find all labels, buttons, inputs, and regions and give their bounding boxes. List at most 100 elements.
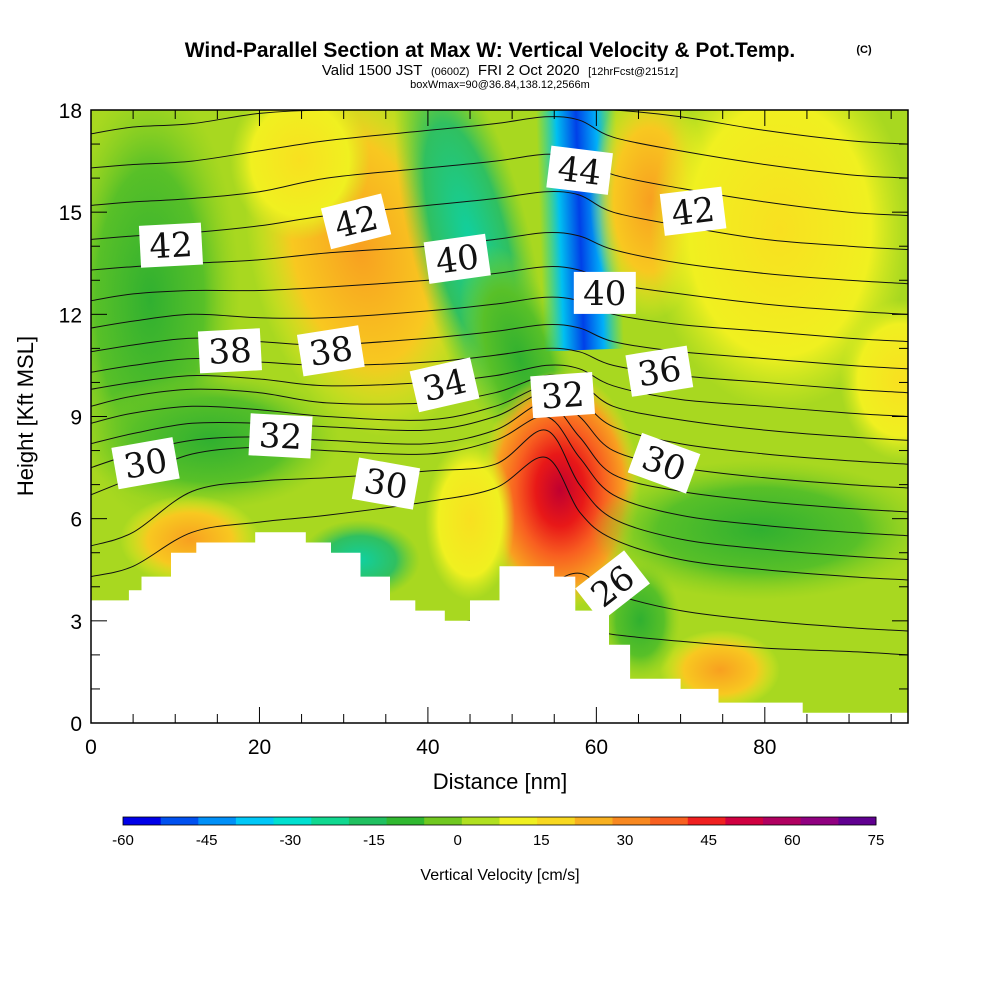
contour-label: 42 — [138, 222, 204, 268]
x-tick-label: 20 — [248, 736, 271, 759]
colorbar — [122, 816, 877, 826]
theta-contour-line — [91, 392, 908, 489]
theta-contour-line — [91, 296, 908, 343]
theta-contour-line — [91, 116, 908, 179]
colorbar-swatch — [123, 817, 162, 825]
theta-contour-line — [91, 385, 908, 465]
colorbar-tick-labels: -60 -45 -30 -15 0 15 30 45 60 75 — [112, 832, 884, 849]
subtitle-date: FRI 2 Oct 2020 — [478, 62, 580, 79]
contour-label: 38 — [296, 325, 365, 377]
contour-label: 42 — [320, 193, 392, 250]
theta-contour-line — [91, 266, 908, 315]
colorbar-title: Vertical Velocity [cm/s] — [420, 867, 579, 884]
contour-label-box — [296, 325, 365, 377]
contour-label-box — [138, 222, 204, 268]
field-yellow-upper-right — [650, 110, 908, 410]
contour-label-box — [320, 193, 392, 250]
subtitle-valid: Valid 1500 JST — [322, 62, 423, 79]
contour-label-box — [197, 328, 263, 374]
theta-contour-line — [91, 415, 908, 537]
contour-label: 38 — [197, 328, 263, 374]
contour-label: 36 — [625, 345, 694, 397]
colorbar-tick-label: 30 — [617, 832, 634, 849]
theta-contour-line — [91, 153, 908, 217]
x-axis-label: Distance [nm] — [433, 769, 568, 794]
colorbar-tick-label: 15 — [533, 832, 550, 849]
contour-label-text: 34 — [419, 361, 470, 410]
y-tick-label: 0 — [70, 713, 82, 736]
contour-label-box — [248, 413, 313, 459]
contour-label: 44 — [546, 145, 613, 195]
contour-label-box — [351, 457, 421, 510]
x-tick-label: 0 — [85, 736, 97, 759]
copyright-mark: (C) — [856, 44, 872, 56]
y-axis-label: Height [Kft MSL] — [13, 336, 38, 496]
colorbar-tick-label: -15 — [363, 832, 385, 849]
x-tick-label: 40 — [416, 736, 439, 759]
colorbar-tick-label: 75 — [868, 832, 885, 849]
field-yellow-center — [425, 440, 515, 600]
colorbar-tick-label: 45 — [700, 832, 717, 849]
terrain-mask — [91, 532, 908, 723]
colorbar-swatch — [198, 817, 237, 825]
theta-contour-line — [91, 191, 908, 251]
chart-title: Wind-Parallel Section at Max W: Vertical… — [185, 39, 796, 62]
theta-contour-line — [91, 456, 908, 581]
contour-label-text: 32 — [258, 416, 303, 458]
contour-label-box — [573, 271, 636, 314]
colorbar-swatch — [311, 817, 350, 825]
contour-label-text: 42 — [669, 190, 717, 235]
colorbar-swatch — [461, 817, 500, 825]
theta-contour-line — [91, 110, 908, 145]
contour-label: 40 — [573, 271, 636, 314]
contour-label-box — [659, 186, 727, 236]
contour-label-box — [409, 357, 480, 413]
contour-label: 32 — [530, 371, 596, 419]
theta-contour-line — [91, 231, 908, 285]
contour-label-text: 40 — [583, 274, 626, 314]
contour-label-text: 38 — [207, 331, 252, 373]
x-tick-label: 60 — [585, 736, 608, 759]
colorbar-swatch — [612, 817, 651, 825]
colorbar-swatch — [800, 817, 839, 825]
contour-label-box — [546, 145, 613, 195]
colorbar-swatch — [235, 817, 274, 825]
contour-label-text: 32 — [540, 375, 586, 418]
field-yellow-right — [840, 300, 908, 460]
contour-label: 40 — [423, 233, 491, 284]
contour-label-text: 44 — [556, 149, 604, 194]
colorbar-tick-label: -60 — [112, 832, 134, 849]
colorbar-tick-label: 60 — [784, 832, 801, 849]
contour-label-text: 30 — [361, 461, 411, 508]
contour-label-text: 40 — [433, 237, 481, 283]
colorbar-tick-label: -45 — [196, 832, 218, 849]
contour-label-box — [111, 437, 180, 490]
contour-label: 30 — [351, 457, 421, 510]
subtitle-box: boxWmax=90@36.84,138.12,2566m — [410, 79, 590, 91]
contour-label: 30 — [111, 437, 180, 490]
theta-contour-line — [91, 429, 908, 560]
colorbar-swatch — [424, 817, 463, 825]
theta-contour-line — [91, 402, 908, 513]
contour-label-text: 42 — [148, 225, 193, 267]
axis-ticks — [90, 109, 908, 724]
y-tick-label: 18 — [59, 100, 82, 123]
colorbar-swatch — [725, 817, 764, 825]
y-tick-labels: 0 3 6 9 12 15 18 — [59, 100, 82, 736]
colorbar-swatch — [499, 817, 538, 825]
contour-label-box — [575, 550, 650, 622]
contour-label-box — [625, 345, 694, 397]
contour-label: 32 — [248, 413, 313, 459]
contour-label-box — [423, 233, 491, 284]
y-tick-label: 12 — [59, 304, 82, 327]
subtitle-forecast: [12hrFcst@2151z] — [588, 66, 678, 78]
y-tick-label: 9 — [70, 407, 82, 430]
colorbar-swatch — [537, 817, 576, 825]
contour-label-box — [627, 432, 701, 494]
subtitle-utc: (0600Z) — [431, 66, 470, 78]
theta-contour-line — [91, 374, 908, 441]
contour-label-text: 36 — [635, 349, 684, 395]
field-downdraft-lower-right — [590, 460, 908, 600]
velocity-field — [91, 110, 908, 723]
colorbar-tick-label: -30 — [279, 832, 301, 849]
